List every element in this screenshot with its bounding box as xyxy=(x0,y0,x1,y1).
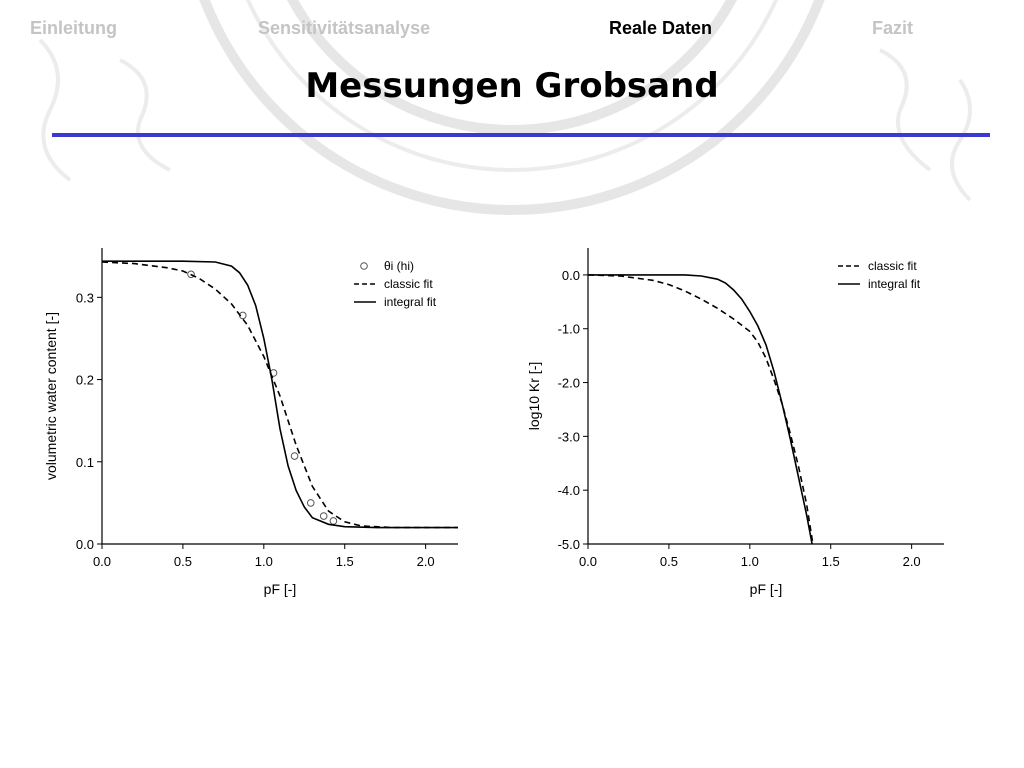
nav-item-sensitivitaetsanalyse[interactable]: Sensitivitätsanalyse xyxy=(258,18,431,38)
page-title: Messungen Grobsand xyxy=(305,66,719,106)
y-tick-label: 0.0 xyxy=(562,268,580,283)
legend-label: classic fit xyxy=(868,259,917,273)
series-line-integral-fit xyxy=(102,260,458,529)
data-point-marker xyxy=(306,499,315,507)
legend-marker xyxy=(360,262,368,270)
data-point-marker xyxy=(290,452,299,460)
y-tick-label: -5.0 xyxy=(558,537,580,552)
nav-item-einleitung[interactable]: Einleitung xyxy=(30,18,117,38)
y-tick-label: -1.0 xyxy=(558,322,580,337)
data-point-marker xyxy=(319,512,328,520)
x-tick-label: 2.0 xyxy=(903,554,921,569)
series-line-classic-fit xyxy=(101,261,458,529)
series-line-classic-fit xyxy=(587,274,814,545)
y-tick-label: 0.0 xyxy=(76,537,94,552)
x-tick-label: 0.0 xyxy=(579,554,597,569)
y-tick-label: 0.3 xyxy=(76,290,94,305)
x-tick-label: 1.5 xyxy=(336,554,354,569)
legend-label: integral fit xyxy=(384,295,437,309)
data-point-marker xyxy=(329,517,338,525)
legend-label: θi (hi) xyxy=(384,259,414,273)
y-tick-label: -2.0 xyxy=(558,376,580,391)
x-tick-label: 2.0 xyxy=(417,554,435,569)
x-tick-label: 1.5 xyxy=(822,554,840,569)
x-tick-label: 0.5 xyxy=(660,554,678,569)
legend-label: classic fit xyxy=(384,277,433,291)
y-tick-label: 0.2 xyxy=(76,373,94,388)
y-tick-label: 0.1 xyxy=(76,455,94,470)
x-axis-label: pF [-] xyxy=(264,581,297,597)
nav-item-fazit[interactable]: Fazit xyxy=(872,18,914,38)
nav-item-reale-daten[interactable]: Reale Daten xyxy=(609,18,713,38)
x-tick-label: 1.0 xyxy=(255,554,273,569)
x-tick-label: 1.0 xyxy=(741,554,759,569)
y-tick-label: -4.0 xyxy=(558,483,580,498)
conductivity-chart: 0.0 0.5 1.0 1.5 2.0 0.0 -1.0 -2.0 -3.0 -4.0 -5.0 pF… xyxy=(526,248,944,597)
x-tick-label: 0.0 xyxy=(93,554,111,569)
x-tick-label: 0.5 xyxy=(174,554,192,569)
title-divider xyxy=(52,133,990,137)
water-content-chart: 0.0 0.5 1.0 1.5 2.0 0.0 0.1 0.2 0.3 pF [-] volumet… xyxy=(43,248,458,597)
legend-label: integral fit xyxy=(868,277,921,291)
top-navigation: Einleitung Sensitivitätsanalyse Reale Da… xyxy=(0,18,1024,46)
y-axis-label: volumetric water content [-] xyxy=(43,312,59,480)
x-axis-label: pF [-] xyxy=(750,581,783,597)
y-tick-label: -3.0 xyxy=(558,429,580,444)
series-line-integral-fit xyxy=(588,274,813,545)
y-axis-label: log10 Kr [-] xyxy=(526,362,542,430)
